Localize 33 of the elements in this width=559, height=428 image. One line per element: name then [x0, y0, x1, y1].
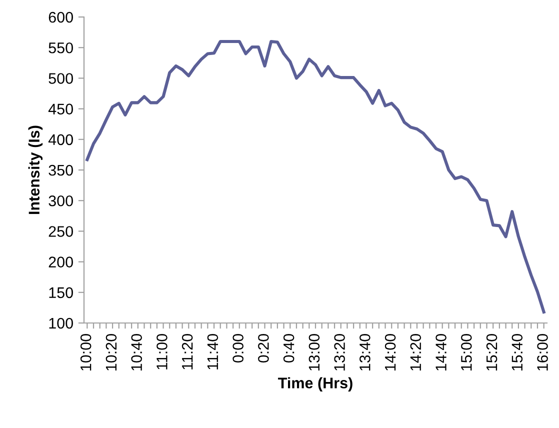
- y-tick-label: 200: [48, 256, 73, 268]
- x-tick-label: 0:00: [232, 334, 244, 363]
- y-tick-label: 250: [48, 226, 73, 237]
- x-tick-label: 0:20: [258, 334, 269, 363]
- x-tick-label: 11:20: [182, 334, 193, 370]
- x-tick-label: 10:20: [106, 334, 117, 370]
- y-tick-label: 450: [48, 104, 73, 114]
- y-tick-label: 150: [49, 287, 73, 298]
- x-tick-label: 13:40: [360, 334, 370, 370]
- x-tick-label: 14:00: [384, 334, 396, 370]
- x-tick-label: 11:00: [156, 334, 168, 370]
- y-tick-label: 300: [48, 195, 73, 206]
- y-tick-label: 550: [48, 42, 73, 54]
- x-tick-label: 11:40: [207, 334, 218, 370]
- y-tick-label: 350: [48, 164, 73, 176]
- y-tick-label: 600: [48, 12, 73, 23]
- x-tick-label: 15:00: [461, 334, 472, 370]
- y-tick-label: 400: [48, 134, 73, 146]
- x-axis-title: Time (Hrs): [278, 377, 352, 392]
- line-series: [86, 40, 546, 314]
- x-tick-label: 14:40: [436, 334, 446, 370]
- x-tick-label: 10:00: [80, 334, 92, 370]
- x-tick-label: 13:00: [308, 334, 320, 370]
- x-tick-label: 15:20: [486, 334, 498, 370]
- x-tick-label: 15:40: [512, 334, 523, 370]
- y-tick-label: 100: [49, 318, 73, 329]
- x-tick-label: 14:20: [410, 334, 422, 370]
- x-tick-label: 16:00: [537, 334, 548, 370]
- x-tick-label: 10:40: [131, 334, 142, 370]
- y-tick-label: 500: [48, 73, 73, 84]
- x-tick-label: 13:20: [334, 334, 345, 370]
- x-tick-label: 0:40: [283, 334, 294, 363]
- y-axis-title: Intensity (Is): [28, 126, 43, 214]
